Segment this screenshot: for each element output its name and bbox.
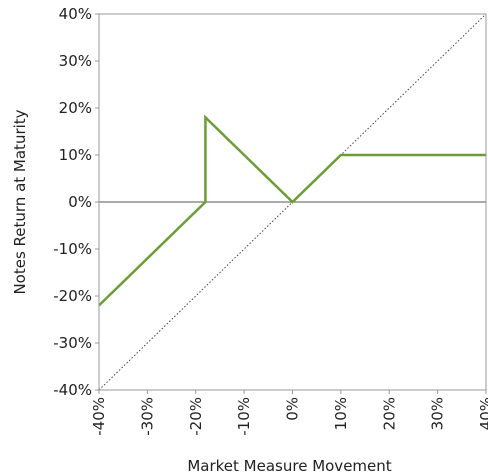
x-tick-label: -30% <box>138 397 156 436</box>
payoff-line <box>98 114 486 307</box>
x-tick-label: -20% <box>187 397 205 436</box>
y-tick-label: 20% <box>59 99 92 117</box>
y-tick-label: 0% <box>68 193 92 211</box>
y-axis-title: Notes Return at Maturity <box>11 109 29 294</box>
x-tick-label: -40% <box>90 397 108 436</box>
x-tick-label: 20% <box>380 397 398 430</box>
x-axis-title: Market Measure Movement <box>187 457 391 475</box>
x-tick-label: 0% <box>284 397 302 421</box>
y-tick-label: -40% <box>53 381 92 399</box>
x-tick-label: -10% <box>235 397 253 436</box>
y-tick-label: 30% <box>59 52 92 70</box>
y-tick-label: 10% <box>59 146 92 164</box>
y-tick-label: 40% <box>59 5 92 23</box>
y-tick-label: -20% <box>53 287 92 305</box>
x-tick-label: 30% <box>429 397 447 430</box>
x-tick-label: 40% <box>477 397 488 430</box>
y-tick-label: -30% <box>53 334 92 352</box>
x-tick-label: 10% <box>332 397 350 430</box>
y-tick-label: -10% <box>53 240 92 258</box>
